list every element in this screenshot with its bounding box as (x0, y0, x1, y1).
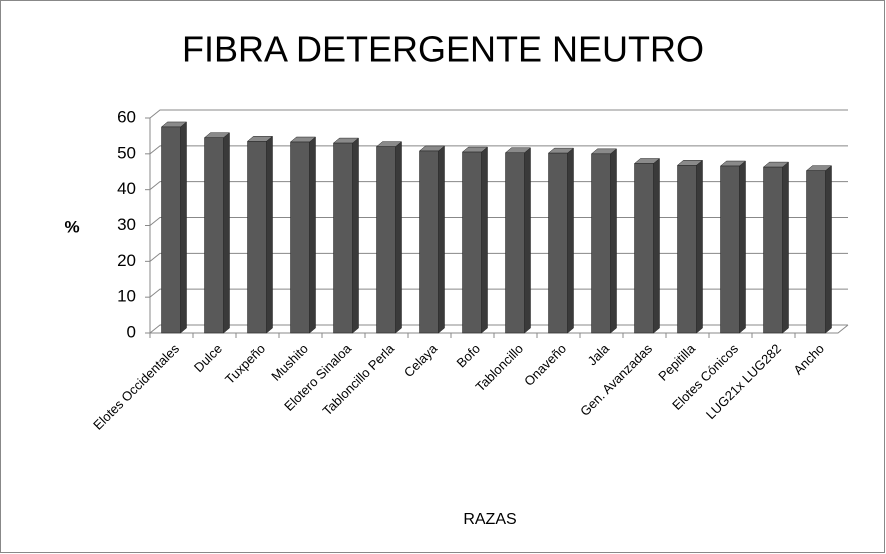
y-tick-label: 50 (117, 143, 136, 162)
bar (591, 153, 611, 334)
x-axis-label: RAZAS (463, 511, 516, 528)
bar (247, 141, 267, 334)
bar-side (524, 147, 531, 334)
bar (634, 163, 654, 334)
y-tick-label: 0 (127, 322, 136, 341)
bar (290, 141, 310, 334)
bar-side (696, 159, 703, 334)
bar-side (481, 146, 488, 334)
y-tick-label: 30 (117, 215, 136, 234)
y-tick-label: 40 (117, 179, 136, 198)
bar (161, 126, 181, 334)
bar (333, 142, 353, 334)
y-tick-label: 20 (117, 251, 136, 270)
bar-side (438, 145, 445, 334)
bar-side (739, 160, 746, 334)
grid-line (149, 145, 848, 155)
bar-side (266, 135, 273, 334)
grid-line (149, 324, 848, 334)
bar-side (223, 132, 230, 334)
bar-side (653, 157, 660, 334)
bar-side (610, 148, 617, 334)
grid-line (149, 288, 848, 298)
grid-line (149, 109, 848, 119)
bar-side (180, 121, 187, 334)
bar (763, 166, 783, 334)
bar-side (395, 141, 402, 334)
bar (806, 170, 826, 334)
bar-side (825, 165, 832, 334)
bar (677, 165, 697, 334)
bar-side (567, 147, 574, 334)
bar (720, 165, 740, 334)
bar-side (309, 136, 316, 334)
bar (548, 152, 568, 334)
chart-title: FIBRA DETERGENTE NEUTRO (182, 29, 704, 70)
y-tick-label: 60 (117, 107, 136, 126)
grid-line (149, 181, 848, 191)
bar-side (352, 137, 359, 334)
bar (505, 152, 525, 334)
y-axis-label: % (64, 217, 79, 236)
grid-line (149, 217, 848, 226)
grid-line (149, 252, 848, 262)
bar (376, 146, 396, 334)
bar-side (782, 161, 789, 334)
y-tick-label: 10 (117, 287, 136, 306)
bar (204, 137, 224, 334)
bar (419, 150, 439, 334)
bar (462, 151, 482, 334)
